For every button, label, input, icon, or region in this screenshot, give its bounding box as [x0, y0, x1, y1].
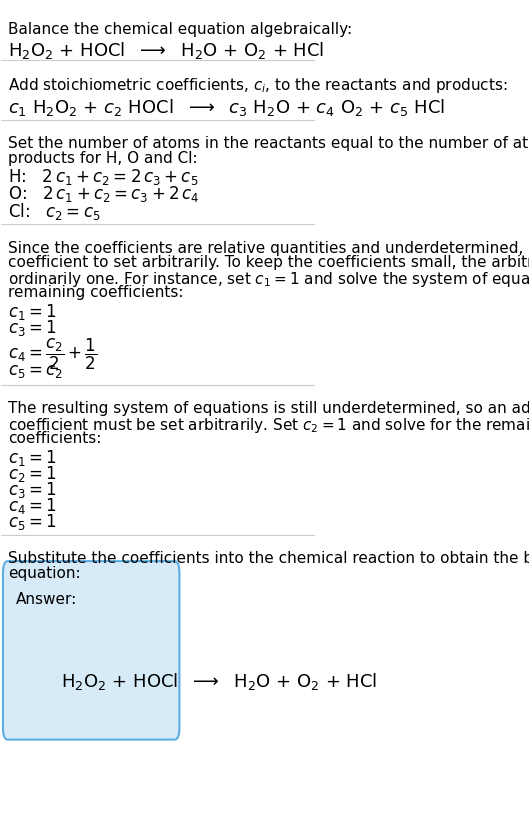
- Text: Substitute the coefficients into the chemical reaction to obtain the balanced: Substitute the coefficients into the che…: [7, 551, 529, 567]
- Text: O:   $2\,c_1 + c_2 = c_3 + 2\,c_4$: O: $2\,c_1 + c_2 = c_3 + 2\,c_4$: [7, 184, 199, 204]
- Text: $\mathrm{H_2O_2}$ + HOCl  $\longrightarrow$  $\mathrm{H_2O}$ + $\mathrm{O_2}$ + : $\mathrm{H_2O_2}$ + HOCl $\longrightarro…: [7, 41, 324, 61]
- Text: remaining coefficients:: remaining coefficients:: [7, 285, 183, 300]
- Text: $c_1$ $\mathrm{H_2O_2}$ + $c_2$ HOCl  $\longrightarrow$  $c_3$ $\mathrm{H_2O}$ +: $c_1$ $\mathrm{H_2O_2}$ + $c_2$ HOCl $\l…: [7, 97, 445, 118]
- Text: $c_5 = 1$: $c_5 = 1$: [7, 513, 56, 532]
- Text: coefficient must be set arbitrarily. Set $c_2 = 1$ and solve for the remaining: coefficient must be set arbitrarily. Set…: [7, 416, 529, 435]
- Text: $c_4 = 1$: $c_4 = 1$: [7, 497, 56, 516]
- Text: coefficients:: coefficients:: [7, 431, 101, 445]
- Text: $c_3 = 1$: $c_3 = 1$: [7, 317, 56, 338]
- Text: H:   $2\,c_1 + c_2 = 2\,c_3 + c_5$: H: $2\,c_1 + c_2 = 2\,c_3 + c_5$: [7, 167, 198, 187]
- Text: $\mathrm{H_2O_2}$ + HOCl  $\longrightarrow$  $\mathrm{H_2O}$ + $\mathrm{O_2}$ + : $\mathrm{H_2O_2}$ + HOCl $\longrightarro…: [61, 671, 377, 692]
- Text: coefficient to set arbitrarily. To keep the coefficients small, the arbitrary va: coefficient to set arbitrarily. To keep …: [7, 256, 529, 270]
- Text: $c_4 = \dfrac{c_2}{2} + \dfrac{1}{2}$: $c_4 = \dfrac{c_2}{2} + \dfrac{1}{2}$: [7, 336, 97, 372]
- Text: The resulting system of equations is still underdetermined, so an additional: The resulting system of equations is sti…: [7, 401, 529, 416]
- Text: $c_5 = c_2$: $c_5 = c_2$: [7, 361, 62, 379]
- Text: products for H, O and Cl:: products for H, O and Cl:: [7, 151, 197, 166]
- Text: Answer:: Answer:: [15, 592, 77, 607]
- Text: Since the coefficients are relative quantities and underdetermined, choose a: Since the coefficients are relative quan…: [7, 241, 529, 256]
- Text: Add stoichiometric coefficients, $c_i$, to the reactants and products:: Add stoichiometric coefficients, $c_i$, …: [7, 76, 507, 95]
- Text: Set the number of atoms in the reactants equal to the number of atoms in the: Set the number of atoms in the reactants…: [7, 136, 529, 151]
- Text: $c_3 = 1$: $c_3 = 1$: [7, 480, 56, 500]
- Text: equation:: equation:: [7, 566, 80, 581]
- Text: $c_1 = 1$: $c_1 = 1$: [7, 301, 56, 322]
- Text: $c_2 = 1$: $c_2 = 1$: [7, 464, 56, 484]
- Text: ordinarily one. For instance, set $c_1 = 1$ and solve the system of equations fo: ordinarily one. For instance, set $c_1 =…: [7, 270, 529, 289]
- Text: $c_1 = 1$: $c_1 = 1$: [7, 448, 56, 467]
- FancyBboxPatch shape: [3, 561, 179, 740]
- Text: Balance the chemical equation algebraically:: Balance the chemical equation algebraica…: [7, 22, 352, 37]
- Text: Cl:   $c_2 = c_5$: Cl: $c_2 = c_5$: [7, 201, 101, 222]
